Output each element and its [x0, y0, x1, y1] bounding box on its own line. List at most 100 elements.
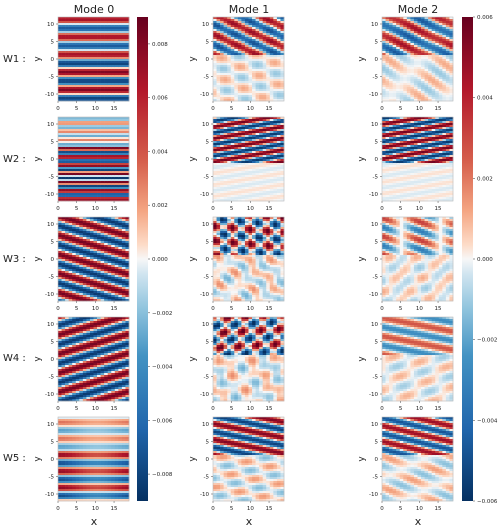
- heatmap-cell: [118, 137, 123, 140]
- heatmap-cell: [58, 75, 62, 78]
- heatmap-cell: [421, 55, 425, 58]
- heatmap-cell: [262, 81, 267, 84]
- heatmap-cell: [276, 153, 281, 156]
- heatmap-cell: [220, 173, 224, 176]
- heatmap-cell: [396, 147, 401, 150]
- heatmap-cell: [89, 139, 94, 142]
- heatmap-cell: [392, 63, 397, 66]
- heatmap-cell: [403, 67, 408, 70]
- heatmap-cell: [417, 197, 422, 200]
- heatmap-cell: [410, 149, 415, 152]
- heatmap-cell: [216, 61, 221, 64]
- heatmap-cell: [241, 167, 246, 170]
- heatmap-cell: [72, 167, 77, 170]
- heatmap-cell: [75, 197, 80, 200]
- heatmap-cell: [449, 95, 454, 98]
- heatmap-cell: [241, 47, 246, 50]
- heatmap-cell: [111, 71, 116, 74]
- heatmap-cell: [107, 157, 112, 160]
- heatmap-cell: [445, 27, 450, 30]
- heatmap-cell: [82, 199, 87, 202]
- heatmap-cell: [61, 95, 66, 98]
- heatmap-cell: [273, 153, 278, 156]
- heatmap-cell: [280, 135, 285, 138]
- heatmap-cell: [266, 81, 271, 84]
- heatmap-cell: [86, 47, 91, 50]
- heatmap-cell: [79, 129, 84, 132]
- heatmap-cell: [392, 117, 397, 120]
- heatmap-cell: [68, 131, 73, 134]
- heatmap-cell: [107, 183, 112, 186]
- heatmap-cell: [65, 131, 69, 134]
- heatmap-cell: [61, 131, 66, 134]
- heatmap-cell: [417, 155, 422, 158]
- heatmap-cell: [431, 99, 436, 102]
- heatmap-cell: [89, 25, 94, 28]
- heatmap-cell: [428, 169, 432, 172]
- heatmap-cell: [248, 97, 253, 100]
- heatmap-cell: [227, 159, 232, 162]
- heatmap-cell: [65, 39, 69, 42]
- heatmap-cell: [244, 165, 249, 168]
- heatmap-cell: [438, 147, 443, 150]
- heatmap-cell: [403, 25, 408, 28]
- heatmap-cell: [403, 125, 408, 128]
- heatmap-cell: [86, 179, 91, 182]
- heatmap-cell: [413, 147, 418, 150]
- heatmap-cell: [382, 177, 386, 180]
- heatmap-cell: [111, 81, 116, 84]
- heatmap-cell: [392, 189, 397, 192]
- heatmap-cell: [230, 43, 235, 46]
- heatmap-cell: [255, 173, 260, 176]
- heatmap-cell: [273, 27, 278, 30]
- heatmap-cell: [248, 163, 253, 166]
- heatmap-cell: [223, 137, 228, 140]
- heatmap-cell: [438, 37, 443, 40]
- heatmap-cell: [392, 89, 397, 92]
- heatmap-cell: [230, 117, 235, 120]
- heatmap-cell: [421, 69, 425, 72]
- heatmap-cell: [111, 165, 116, 168]
- heatmap-cell: [413, 67, 418, 70]
- heatmap-cell: [121, 139, 126, 142]
- heatmap-cell: [220, 183, 224, 186]
- heatmap-cell: [121, 185, 126, 188]
- heatmap-cell: [248, 75, 253, 78]
- heatmap-cell: [213, 127, 217, 130]
- heatmap-cell: [82, 25, 87, 28]
- heatmap-cell: [259, 163, 263, 166]
- heatmap-cell: [61, 133, 66, 136]
- heatmap-cell: [72, 45, 77, 48]
- heatmap-cell: [234, 67, 239, 70]
- heatmap-cell: [216, 25, 221, 28]
- heatmap-cell: [68, 149, 73, 152]
- heatmap-cell: [269, 153, 274, 156]
- heatmap-cell: [121, 169, 126, 172]
- heatmap-cell: [65, 195, 69, 198]
- heatmap-cell: [100, 127, 105, 130]
- heatmap-cell: [248, 171, 253, 174]
- heatmap-cell: [97, 185, 101, 188]
- heatmap-cell: [431, 147, 436, 150]
- heatmap-cell: [262, 195, 267, 198]
- heatmap-cell: [230, 179, 235, 182]
- heatmap-cell: [125, 123, 130, 126]
- heatmap-cell: [413, 127, 418, 130]
- heatmap-cell: [58, 53, 62, 56]
- heatmap-cell: [273, 75, 278, 78]
- heatmap-cell: [389, 53, 393, 56]
- heatmap-cell: [86, 187, 91, 190]
- heatmap-cell: [61, 137, 66, 140]
- heatmap-cell: [100, 183, 105, 186]
- heatmap-cell: [93, 37, 98, 40]
- heatmap-cell: [72, 183, 77, 186]
- heatmap-cell: [442, 69, 447, 72]
- heatmap-cell: [273, 137, 278, 140]
- heatmap-cell: [107, 189, 112, 192]
- heatmap-cell: [244, 119, 249, 122]
- heatmap-cell: [227, 191, 232, 194]
- heatmap-cell: [93, 163, 98, 166]
- heatmap-cell: [406, 147, 411, 150]
- heatmap-cell: [107, 27, 112, 30]
- heatmap-cell: [100, 83, 105, 86]
